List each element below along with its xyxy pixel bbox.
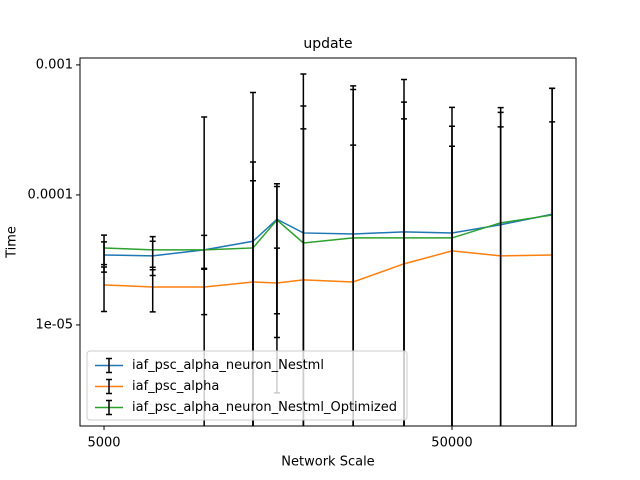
- error-bar: [101, 234, 108, 266]
- error-bar: [149, 268, 156, 313]
- y-axis-label: Time: [5, 226, 20, 259]
- legend-label: iaf_psc_alpha_neuron_Nestml: [132, 358, 324, 373]
- y-tick-label: 0.0001: [28, 187, 74, 202]
- error-bar: [101, 266, 108, 313]
- legend: iaf_psc_alpha_neuron_Nestml iaf_psc_alpha…: [86, 350, 408, 421]
- error-bar: [549, 87, 556, 426]
- axes-frame: [79, 57, 577, 427]
- legend-label: iaf_psc_alpha: [132, 379, 219, 394]
- x-axis-label: Network Scale: [281, 455, 374, 470]
- error-bar: [448, 145, 455, 426]
- x-tick-label: 5000: [87, 436, 120, 451]
- legend-label: iaf_psc_alpha_neuron_Nestml_Optimized: [132, 400, 397, 415]
- legend-errorbar: [106, 378, 112, 395]
- plot-area: [101, 73, 556, 426]
- y-tick-label: 0.001: [36, 57, 73, 72]
- error-bar: [201, 234, 208, 271]
- x-tick-label: 50000: [431, 436, 472, 451]
- y-tick-label: 1e-05: [35, 317, 73, 332]
- legend-errorbar: [106, 399, 112, 416]
- error-bar: [149, 235, 156, 268]
- legend-box: [86, 350, 408, 421]
- error-bar: [273, 185, 280, 315]
- legend-errorbar: [106, 357, 112, 374]
- chart-title: update: [303, 36, 352, 52]
- error-bar: [497, 111, 504, 426]
